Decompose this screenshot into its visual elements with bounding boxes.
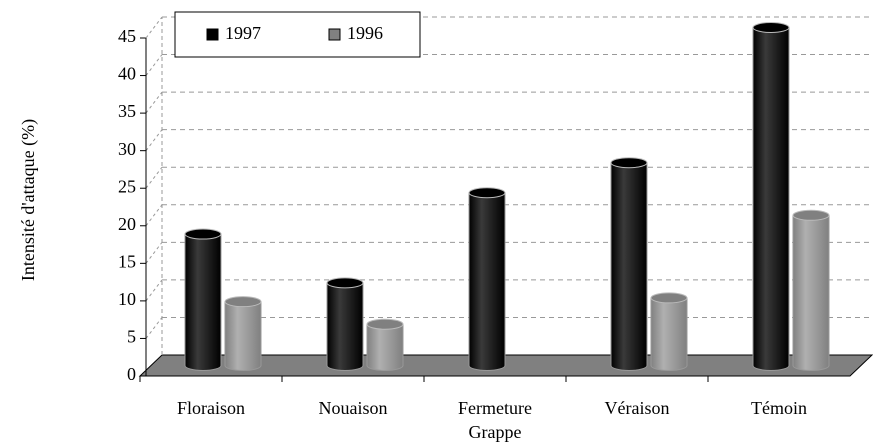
grid-line xyxy=(145,166,163,189)
y-tick-label: 45 xyxy=(118,26,136,46)
bar xyxy=(650,297,688,371)
y-tick-label: 20 xyxy=(118,214,136,234)
y-tick-label: 40 xyxy=(118,64,136,84)
bar-top xyxy=(184,228,222,240)
grid-line xyxy=(145,204,163,227)
y-axis-title: Intensité d'attaque (%) xyxy=(18,119,39,281)
legend-label: 1997 xyxy=(225,23,261,43)
y-tick-label: 25 xyxy=(118,176,136,196)
bar-top xyxy=(792,209,830,221)
legend-swatch xyxy=(328,28,341,41)
bar xyxy=(792,214,830,371)
bar xyxy=(366,323,404,371)
bar-top xyxy=(610,157,648,169)
legend-swatch xyxy=(206,28,219,41)
y-tick-label: 30 xyxy=(118,139,136,159)
x-tick-label: Floraison xyxy=(176,398,245,418)
x-tick-label: Fermeture Grappe xyxy=(458,398,532,442)
x-tick-label: Témoin xyxy=(751,398,807,418)
bar-top xyxy=(468,187,506,199)
grid-line xyxy=(145,317,163,339)
bar xyxy=(752,27,790,371)
grid-line xyxy=(145,242,163,264)
floor xyxy=(138,354,873,377)
grid-line xyxy=(145,91,163,114)
x-tick-label: Nouaison xyxy=(318,398,388,418)
y-tick-label: 10 xyxy=(118,289,136,309)
bar xyxy=(326,282,364,371)
bar xyxy=(610,162,648,371)
bar-top xyxy=(752,22,790,33)
x-tick-label: Véraison xyxy=(604,398,670,418)
y-tick-label: 15 xyxy=(118,251,136,271)
bar-top xyxy=(366,318,404,330)
bar-top xyxy=(326,277,364,289)
y-tick-label: 0 xyxy=(127,364,136,384)
bar-top xyxy=(650,292,688,304)
y-tick-label: 35 xyxy=(118,101,136,121)
grid-line xyxy=(145,54,163,76)
legend-label: 1996 xyxy=(347,23,383,43)
bar xyxy=(184,233,222,371)
grid-line xyxy=(145,279,163,302)
bar xyxy=(224,301,262,371)
grid-line xyxy=(145,129,163,151)
bar-top xyxy=(224,296,262,308)
y-tick-label: 5 xyxy=(127,327,136,347)
grid-line xyxy=(145,16,163,39)
bar xyxy=(468,192,506,371)
